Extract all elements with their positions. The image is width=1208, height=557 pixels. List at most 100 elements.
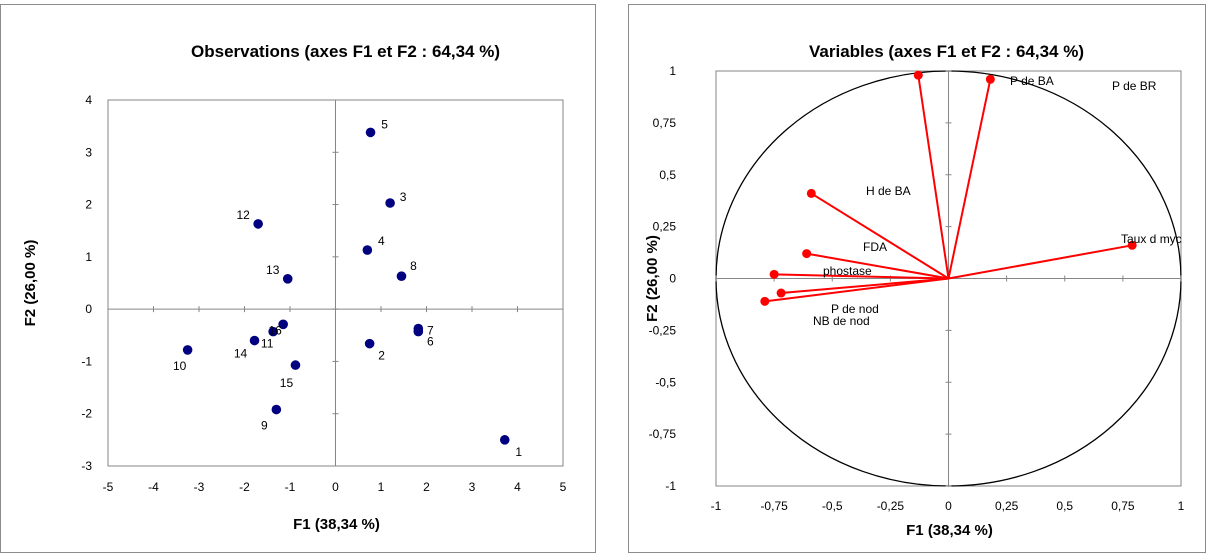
y-tick-label: 0 [669, 272, 676, 286]
observation-label: 16 [268, 323, 282, 337]
y-tick-label: -3 [81, 459, 92, 473]
variables-panel: Variables (axes F1 et F2 : 64,34 %) -1 -0,… [628, 4, 1206, 553]
variable-point [806, 188, 816, 198]
observation-label: 15 [280, 376, 294, 390]
y-tick-label: 1 [669, 64, 676, 78]
variable-label: H de BA [866, 184, 911, 198]
variable-vector [947, 79, 992, 279]
x-tick-label: 3 [469, 480, 476, 494]
variable-vector [774, 273, 949, 280]
y-tick-label: -0,25 [649, 323, 677, 337]
x-tick-label: 1 [378, 480, 385, 494]
x-tick-label: 1 [1178, 499, 1185, 513]
x-tick-label: 0,75 [1111, 499, 1135, 513]
observation-label: 1 [515, 445, 522, 459]
variable-label: P de BA [1010, 74, 1054, 88]
variable-point [776, 288, 786, 298]
observation-point [182, 345, 193, 355]
observation-point [253, 219, 263, 229]
observation-point [364, 338, 375, 349]
variable-vector [764, 277, 949, 303]
observation-point [282, 274, 293, 284]
variable-label: P de nod [831, 302, 879, 316]
x-tick-label: -0,25 [877, 499, 905, 513]
variable-point [769, 269, 779, 279]
observation-point [290, 360, 301, 370]
observation-label: 5 [381, 117, 388, 131]
y-tick-label: 2 [85, 198, 92, 212]
chart-title: Variables (axes F1 et F2 : 64,34 %) [809, 42, 1084, 61]
observation-label: 3 [400, 190, 407, 204]
y-tick-label: -2 [81, 407, 92, 421]
x-tick-label: 5 [560, 480, 567, 494]
observation-point [268, 326, 278, 337]
x-tick-label: -5 [103, 480, 114, 494]
x-axis-title: F1 (38,34 %) [293, 516, 380, 533]
variable-label: FDA [863, 240, 887, 254]
observation-point [385, 198, 395, 208]
y-tick-label: 0,25 [653, 220, 677, 234]
variable-label: Taux d myc [1121, 232, 1182, 246]
y-tick-label: 4 [85, 93, 92, 107]
observation-label: 11 [261, 337, 274, 351]
observation-label: 7 [427, 323, 434, 337]
variable-vector [781, 277, 949, 295]
chart-title: Observations (axes F1 et F2 : 64,34 %) [191, 42, 500, 61]
observation-label: 12 [236, 208, 250, 222]
observations-chart: Observations (axes F1 et F2 : 64,34 %) -5… [22, 42, 567, 533]
observation-label: 2 [378, 349, 385, 363]
variable-vector [948, 244, 1133, 280]
variable-vector [917, 75, 950, 279]
y-axis-title: F2 (26,00 %) [644, 235, 661, 322]
observation-point [362, 245, 373, 255]
observation-point [278, 319, 288, 330]
x-tick-label: -1 [285, 480, 296, 494]
variable-point [760, 296, 770, 306]
variable-point [802, 249, 812, 259]
y-tick-label: 1 [85, 250, 92, 264]
variables-chart: Variables (axes F1 et F2 : 64,34 %) -1 -0,… [644, 42, 1185, 539]
x-tick-label: 0 [332, 480, 339, 494]
variable-vector [806, 252, 949, 280]
x-tick-label: 0,5 [1056, 499, 1073, 513]
x-tick-label: -0,75 [760, 499, 788, 513]
x-tick-label: 2 [423, 480, 430, 494]
y-tick-label: 0 [85, 302, 92, 316]
x-axis-title: F1 (38,34 %) [906, 522, 993, 539]
variable-label: P de BR [1112, 79, 1157, 93]
x-tick-label: -3 [194, 480, 205, 494]
x-tick-label: 0,25 [995, 499, 1019, 513]
observation-label: 6 [427, 335, 434, 349]
variable-point [913, 70, 923, 80]
variable-label: phostase [823, 264, 872, 278]
x-tick-label: -2 [239, 480, 250, 494]
y-tick-label: 0,5 [659, 168, 676, 182]
y-axis-title: F2 (26,00 %) [22, 240, 39, 327]
y-tick-label: 3 [85, 145, 92, 159]
observation-label: 13 [266, 263, 280, 277]
y-tick-label: -1 [665, 479, 676, 493]
observation-label: 14 [234, 347, 248, 361]
x-tick-label: -0,5 [822, 499, 843, 513]
observation-label: 9 [261, 419, 268, 433]
variable-point [1127, 240, 1137, 250]
observation-point [413, 323, 424, 334]
observation-label: 4 [378, 234, 385, 248]
observation-label: 10 [173, 359, 187, 373]
y-tick-label: 0,75 [653, 116, 677, 130]
x-tick-label: -4 [148, 480, 159, 494]
observation-point [396, 271, 407, 282]
observation-point [249, 335, 260, 346]
variable-point [985, 74, 995, 84]
variable-vector [810, 192, 950, 280]
variable-label: NB de nod [813, 314, 870, 328]
observation-point [365, 127, 376, 138]
y-tick-label: -1 [81, 354, 92, 368]
observations-panel: Observations (axes F1 et F2 : 64,34 %) -5… [0, 4, 596, 553]
x-tick-label: 0 [945, 499, 952, 513]
observation-point [271, 404, 282, 415]
observation-label: 8 [410, 259, 417, 273]
y-tick-label: -0,75 [649, 427, 677, 441]
x-tick-label: 4 [514, 480, 521, 494]
observation-point [499, 435, 510, 445]
